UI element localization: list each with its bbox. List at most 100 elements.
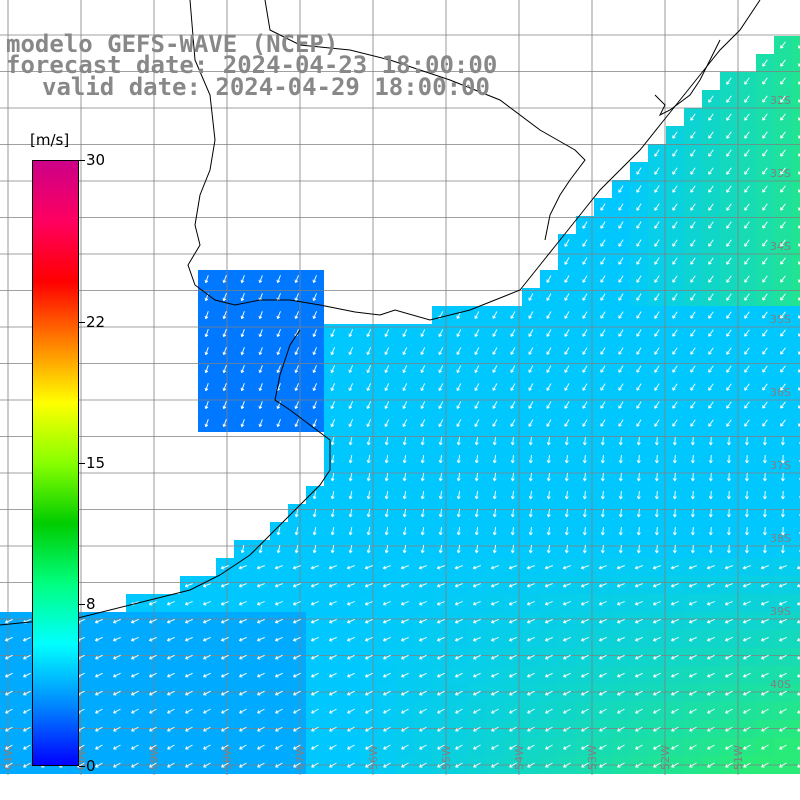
- wind-arrow: [545, 726, 553, 732]
- wind-arrow: [294, 401, 299, 410]
- wind-arrow: [95, 762, 103, 768]
- wind-arrow: [778, 601, 787, 606]
- wind-arrow: [276, 419, 281, 428]
- wind-arrow: [131, 672, 139, 678]
- wind-arrow: [491, 726, 499, 732]
- wind-arrow: [706, 636, 715, 642]
- wind-arrow: [455, 726, 463, 732]
- wind-arrow: [510, 401, 516, 409]
- wind-arrow: [526, 565, 535, 570]
- wind-arrow: [294, 383, 299, 392]
- wind-arrow: [690, 329, 696, 337]
- wind-arrow: [366, 545, 371, 554]
- wind-arrow: [166, 636, 175, 642]
- wind-arrow: [454, 601, 463, 606]
- wind-arrow: [672, 383, 678, 391]
- wind-arrow: [401, 726, 409, 732]
- wind-arrow: [456, 401, 462, 409]
- wind-arrow: [222, 293, 227, 302]
- wind-arrow: [670, 636, 679, 642]
- wind-arrow: [742, 636, 751, 642]
- wind-arrow: [744, 221, 750, 229]
- wind-arrow: [600, 526, 605, 536]
- wind-arrow: [618, 472, 623, 482]
- wind-arrow: [582, 419, 588, 427]
- wind-arrow: [708, 419, 714, 427]
- wind-arrow: [798, 279, 800, 283]
- wind-arrow: [492, 526, 497, 536]
- wind-arrow: [528, 454, 533, 464]
- wind-arrow: [438, 545, 443, 554]
- wind-arrow: [708, 95, 714, 103]
- wind-arrow: [347, 726, 355, 732]
- wind-arrow: [347, 762, 355, 768]
- wind-arrow: [582, 472, 587, 482]
- wind-arrow: [400, 565, 409, 570]
- wind-arrow: [346, 583, 355, 588]
- wind-arrow: [707, 672, 715, 678]
- wind-arrow: [636, 347, 642, 355]
- wind-arrow: [636, 221, 642, 229]
- wind-arrow: [708, 293, 714, 301]
- lat-lon-grid: [0, 0, 800, 775]
- wind-arrow: [724, 565, 733, 570]
- wind-arrow: [582, 311, 588, 319]
- wind-arrow: [220, 618, 229, 624]
- wind-arrow: [726, 311, 732, 319]
- wind-arrow: [636, 257, 642, 265]
- wind-arrow: [744, 293, 750, 301]
- wind-arrow: [167, 654, 175, 660]
- river-plate-coast: [0, 329, 331, 626]
- wind-arrow: [798, 261, 800, 265]
- colorbar-tick-label: 30: [86, 151, 106, 169]
- wind-arrow: [780, 167, 786, 175]
- wind-arrow: [384, 437, 389, 446]
- wind-arrow: [455, 708, 463, 714]
- wind-arrow: [744, 383, 750, 391]
- wind-arrow: [564, 383, 570, 391]
- wind-arrow: [185, 744, 193, 750]
- wind-arrow: [778, 618, 787, 624]
- wind-arrow: [727, 472, 731, 482]
- wind-arrow: [600, 490, 605, 500]
- wind-arrow: [726, 401, 732, 409]
- wind-arrow: [744, 329, 750, 337]
- wind-arrow: [473, 744, 481, 750]
- wind-arrow: [797, 728, 800, 732]
- border-line: [264, 0, 586, 241]
- wind-direction-arrows: [4, 41, 800, 768]
- wind-arrow: [672, 472, 677, 482]
- wind-arrow: [256, 583, 265, 588]
- wind-arrow: [598, 565, 607, 570]
- wind-arrow: [672, 454, 677, 464]
- wind-arrow: [616, 636, 625, 642]
- wind-arrow: [635, 762, 643, 768]
- wind-arrow: [564, 311, 570, 319]
- wind-arrow: [436, 618, 445, 624]
- wind-arrow: [654, 508, 659, 518]
- wind-arrow: [348, 365, 354, 374]
- wind-speed-cell: [792, 216, 800, 234]
- latitude-label: 37S: [770, 459, 791, 472]
- wind-arrow: [329, 672, 337, 678]
- wind-arrow: [545, 762, 553, 768]
- wind-arrow: [708, 275, 714, 283]
- wind-arrow: [670, 601, 679, 606]
- wind-arrow: [258, 383, 263, 392]
- wind-arrow: [310, 583, 319, 588]
- wind-arrow: [652, 618, 661, 624]
- wind-arrow: [22, 636, 31, 642]
- wind-arrow: [636, 167, 642, 175]
- wind-arrow: [618, 454, 623, 464]
- wind-arrow: [654, 167, 660, 175]
- wind-arrow: [634, 636, 643, 642]
- wind-arrow: [654, 293, 660, 301]
- wind-arrow: [562, 618, 571, 624]
- wind-arrow: [743, 672, 751, 678]
- longitude-labels: 61W60W59W58W57W56W55W54W53W52W51W50W: [2, 745, 745, 770]
- wind-arrow: [778, 636, 787, 642]
- wind-arrow: [347, 690, 355, 696]
- wind-arrow: [635, 708, 643, 714]
